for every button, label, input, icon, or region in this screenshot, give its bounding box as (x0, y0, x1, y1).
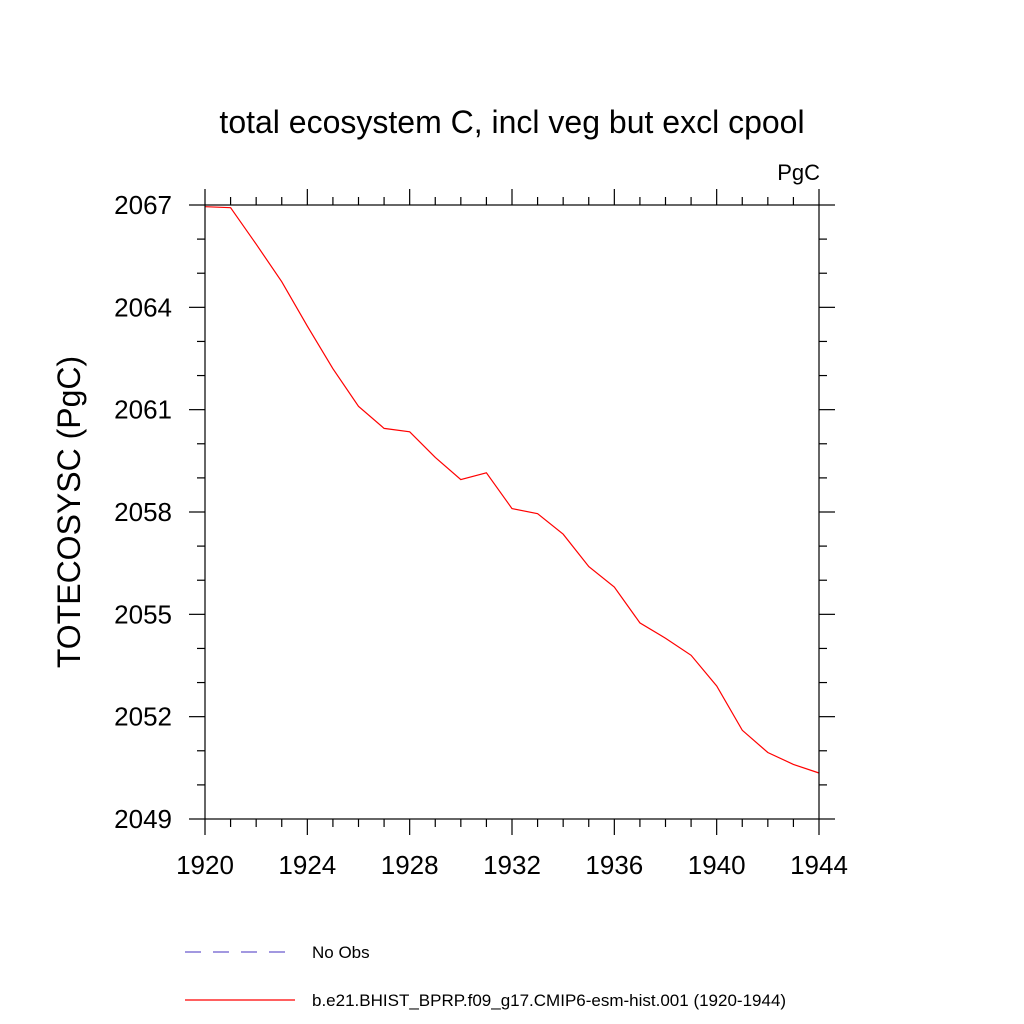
x-tick-label: 1936 (585, 850, 643, 880)
y-tick-label: 2052 (114, 702, 172, 732)
y-tick-label: 2049 (114, 804, 172, 834)
x-tick-label: 1928 (381, 850, 439, 880)
series-line-0 (204, 206, 820, 774)
y-tick-label: 2055 (114, 599, 172, 629)
axis-ticks (189, 189, 835, 835)
x-tick-label: 1924 (278, 850, 336, 880)
y-axis-label: TOTECOSYSC (PgC) (51, 356, 87, 668)
x-tick-label: 1932 (483, 850, 541, 880)
legend-label-model-run: b.e21.BHIST_BPRP.f09_g17.CMIP6-esm-hist.… (312, 991, 786, 1010)
legend: No Obs b.e21.BHIST_BPRP.f09_g17.CMIP6-es… (185, 943, 786, 1010)
y-tick-label: 2067 (114, 190, 172, 220)
units-label: PgC (777, 160, 820, 185)
series-lines (204, 206, 820, 774)
y-tick-label: 2064 (114, 292, 172, 322)
x-tick-label: 1944 (790, 850, 848, 880)
y-tick-label: 2058 (114, 497, 172, 527)
chart-title: total ecosystem C, incl veg but excl cpo… (219, 104, 804, 140)
x-tick-label: 1940 (688, 850, 746, 880)
x-tick-label: 1920 (176, 850, 234, 880)
y-tick-label: 2061 (114, 395, 172, 425)
plot-frame (204, 204, 820, 820)
tick-labels: 1920 1924 1928 1932 1936 1940 1944 2049 2052 2055… (114, 190, 848, 880)
legend-label-no-obs: No Obs (312, 943, 370, 962)
